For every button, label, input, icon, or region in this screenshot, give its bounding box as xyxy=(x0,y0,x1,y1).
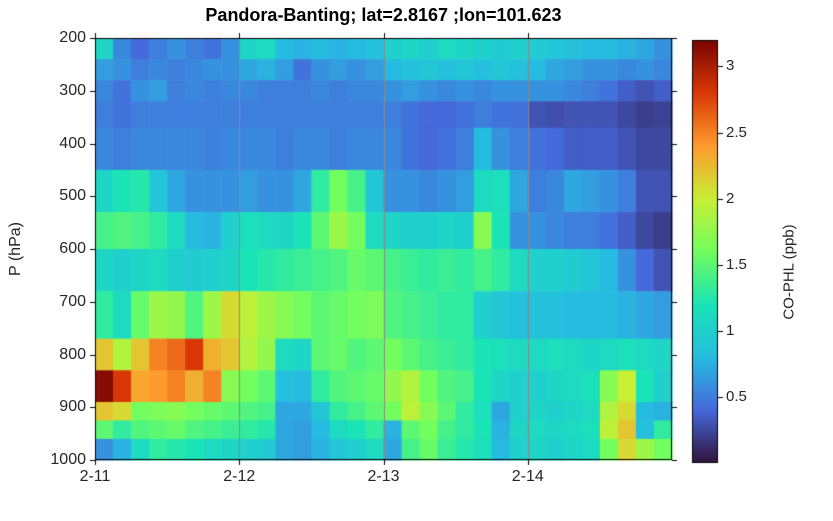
colorbar-tick-label: 0.5 xyxy=(726,387,747,405)
y-tick-label: 1000 xyxy=(50,451,86,468)
colorbar-tick-label: 1 xyxy=(726,321,735,339)
y-tick-label: 500 xyxy=(59,187,86,205)
y-tick-label: 600 xyxy=(59,240,86,257)
y-tick-label: 200 xyxy=(59,29,86,46)
chart-title: Pandora-Banting; lat=2.8167 ;lon=101.623 xyxy=(205,5,562,25)
colorbar-label: CO-PHL (ppb) xyxy=(780,224,798,320)
y-tick-label: 400 xyxy=(59,134,86,152)
y-axis-label: P (hPa) xyxy=(7,222,24,276)
colorbar-tick-label: 2.5 xyxy=(726,123,747,141)
colorbar-tick-label: 1.5 xyxy=(726,255,747,273)
colorbar-tick-label: 3 xyxy=(726,57,735,75)
x-tick-label: 2-14 xyxy=(511,468,544,485)
x-tick-label: 2-11 xyxy=(79,468,111,485)
y-tick-label: 300 xyxy=(59,81,86,99)
x-tick-label: 2-12 xyxy=(223,468,256,485)
y-tick-label: 800 xyxy=(59,345,86,363)
y-tick-label: 700 xyxy=(59,292,86,310)
x-tick-label: 2-13 xyxy=(367,468,400,485)
y-tick-label: 900 xyxy=(59,398,86,416)
colorbar-tick-label: 2 xyxy=(726,189,735,207)
